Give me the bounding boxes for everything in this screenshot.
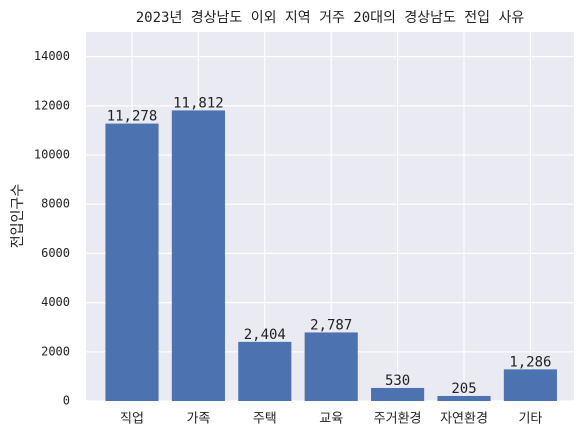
x-tick-label: 자연환경	[440, 412, 488, 427]
bar	[437, 395, 491, 401]
bar	[304, 332, 358, 401]
bar	[238, 341, 292, 401]
value-label: 530	[385, 373, 410, 389]
x-tick-label: 주택	[253, 412, 277, 427]
y-axis-label: 전입인구수	[10, 184, 26, 249]
bar	[371, 387, 425, 401]
x-tick-label: 직업	[120, 412, 144, 427]
y-tick-label: 0	[63, 394, 70, 408]
y-tick-label: 2000	[41, 344, 70, 358]
value-label: 11,812	[173, 95, 224, 111]
y-tick-label: 14000	[34, 49, 70, 63]
bar	[503, 369, 557, 401]
value-label: 1,286	[509, 354, 551, 370]
y-tick-label: 12000	[34, 98, 70, 112]
x-tick-label: 주거환경	[374, 412, 422, 427]
y-tick-label: 4000	[41, 295, 70, 309]
value-label: 2,787	[310, 317, 352, 333]
chart-title: 2023년 경상남도 이외 지역 거주 20대의 경상남도 전입 사유	[136, 10, 525, 26]
value-label: 2,404	[244, 327, 286, 343]
bar	[105, 123, 159, 401]
x-tick-label: 가족	[186, 412, 210, 427]
y-tick-label: 6000	[41, 246, 70, 260]
bar	[171, 110, 225, 401]
value-label: 205	[451, 381, 476, 397]
y-tick-label: 8000	[41, 197, 70, 211]
value-label: 11,278	[107, 109, 158, 125]
x-tick-label: 교육	[319, 412, 343, 427]
y-tick-label: 10000	[34, 148, 70, 162]
x-tick-label: 기타	[518, 412, 542, 427]
